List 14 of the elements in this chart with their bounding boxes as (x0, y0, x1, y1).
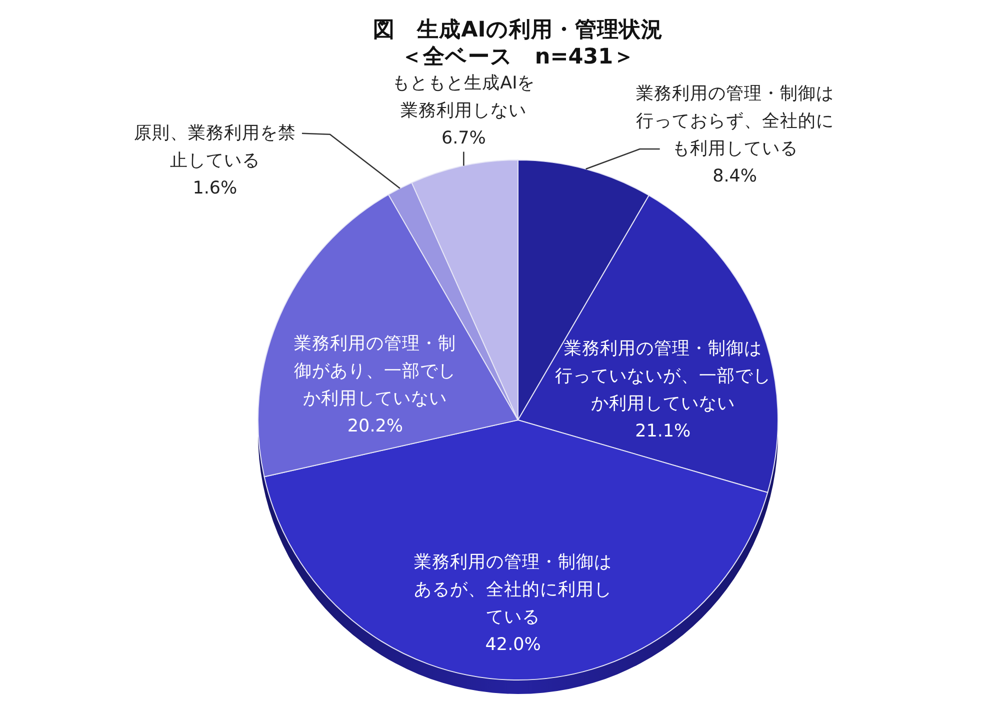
slice-label: 業務利用の管理・制御は行っていないが、一部でしか利用していない (554, 338, 771, 414)
data-label: 42.0% (485, 635, 541, 656)
slice-label: 業務利用の管理・制御は行っておらず、全社的にも利用している (636, 84, 834, 159)
slice-label: もともと生成AIを業務利用しない (392, 74, 536, 122)
data-label: 6.7% (441, 128, 486, 149)
data-label: 8.4% (712, 166, 758, 186)
data-label: 20.2% (347, 416, 404, 436)
chart-subtitle: ＜全ベース n=431＞ (400, 44, 636, 70)
slice-label: 業務利用の管理・制御があり、一部でしか利用していない (294, 334, 456, 409)
slice-label: 原則、業務利用を禁止している (134, 123, 296, 171)
slice-label: 業務利用の管理・制御はあるが、全社的に利用している (414, 552, 612, 628)
chart-title: 図 生成AIの利用・管理状況 (373, 18, 663, 42)
data-label: 21.1% (635, 421, 691, 442)
data-label: 1.6% (192, 178, 238, 198)
